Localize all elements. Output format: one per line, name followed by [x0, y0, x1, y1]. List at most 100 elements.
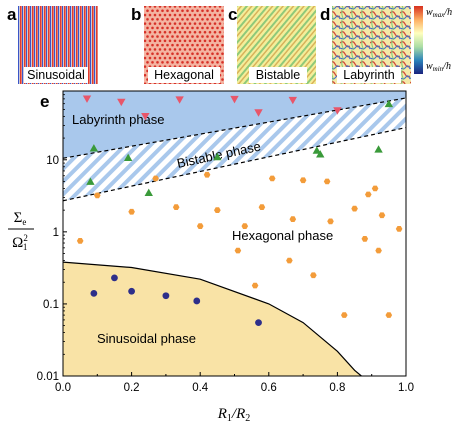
labyrinth-point [230, 95, 239, 104]
bistable-point [312, 146, 322, 154]
y-tick-label: 0.01 [37, 371, 59, 383]
sinusoidal-region [63, 262, 362, 376]
sinusoidal-point [162, 292, 170, 300]
colorbar-max-label: wmax/h [426, 7, 452, 19]
colorbar-min-label: wmin/h [426, 61, 451, 73]
panel-c: c Bistable [228, 5, 316, 84]
panel-d-label-box [337, 67, 401, 83]
sinusoidal-point [255, 319, 262, 327]
bistable-point [89, 144, 99, 152]
hexagonal-point [196, 223, 204, 229]
panel-a-label: Sinusoidal [27, 68, 85, 82]
sinusoidal-point [193, 297, 201, 305]
labyrinth-region [63, 91, 406, 159]
panel-d-letter: d [320, 5, 330, 24]
hexagonal-point [327, 218, 334, 225]
panel-b-label: Hexagonal [154, 68, 214, 82]
panel-c-label-box [249, 67, 307, 83]
y-axis-title: Σe Ω2 1 [8, 210, 34, 252]
hexagonal-point [365, 191, 372, 198]
labyrinth-point [141, 112, 150, 121]
hexagonal-point [299, 177, 307, 184]
panel-b-label-box [148, 67, 220, 83]
hexagonal-point [203, 171, 211, 178]
hexagonal-point [323, 178, 331, 185]
hexagonal-point [385, 312, 393, 318]
x-tick-label: 0.4 [192, 382, 209, 394]
bistable-point [144, 188, 153, 197]
hexagonal-point [351, 205, 358, 212]
hexagonal-point [289, 216, 297, 222]
colorbar: wmax/h wmin/h [414, 6, 452, 74]
bistable-point [213, 152, 222, 161]
panel-b-letter: b [131, 5, 141, 24]
axis-ticks: 0.0 0.2 0.4 0.6 0.8 1.0 0.01 0.1 1 10 [37, 90, 414, 394]
hexagonal-point [310, 272, 317, 279]
phase-regions [63, 91, 406, 376]
hexagonal-point [378, 212, 386, 219]
hexagonal-point [286, 257, 293, 264]
lower-dashed-boundary [63, 126, 406, 202]
bistable-point [123, 153, 133, 162]
hexagonal-point [375, 247, 382, 254]
sinusoidal-boundary-curve [63, 261, 362, 376]
hexagonal-point [234, 247, 242, 254]
hexagonal-point [94, 192, 101, 199]
hexagonal-point [76, 238, 84, 244]
hexagonal-point [214, 207, 221, 213]
panel-d: d Labyrinth [320, 5, 411, 84]
hexagonal-point [251, 282, 259, 289]
hexagonal-point [241, 223, 249, 229]
colorbar-gradient [414, 6, 423, 74]
x-axis-title: R1/R2 [217, 406, 251, 424]
panel-a-letter: a [7, 5, 17, 24]
labyrinth-point [117, 98, 126, 107]
phase-boundaries [63, 97, 406, 376]
panel-c-label: Bistable [256, 68, 301, 82]
x-tick-label: 0.6 [261, 382, 277, 394]
hexagonal-point [152, 175, 159, 182]
y-tick-label: 1 [53, 227, 59, 239]
hexagonal-phase-label: Hexagonal phase [232, 228, 333, 243]
hexagonal-point [172, 204, 180, 210]
labyrinth-phase-label: Labyrinth phase [72, 112, 165, 127]
panel-a-label-box [24, 67, 88, 83]
sinusoidal-point [128, 287, 136, 295]
bistable-point [384, 99, 394, 108]
bistable-region [63, 97, 406, 201]
panel-d-label: Labyrinth [343, 68, 394, 82]
bistable-point [316, 150, 325, 158]
sinusoidal-point [111, 274, 118, 282]
x-tick-label: 0.0 [55, 382, 71, 394]
panel-a: a Sinusoidal [7, 5, 98, 84]
hexagonal-point [341, 312, 348, 318]
hexagonal-point [268, 175, 276, 182]
bistable-point [86, 177, 95, 185]
labyrinth-point [254, 109, 263, 117]
panel-e-letter: e [40, 92, 49, 111]
hexagonal-point [395, 226, 403, 232]
upper-dashed-boundary [63, 97, 406, 159]
x-tick-label: 0.2 [124, 382, 140, 394]
bistable-point [374, 145, 383, 153]
svg-text:Ω21: Ω2 1 [12, 233, 28, 252]
hexagonal-point [371, 185, 379, 192]
labyrinth-point [333, 107, 342, 115]
svg-text:Σe: Σe [14, 210, 27, 227]
labyrinth-point [82, 95, 92, 103]
x-tick-label: 0.8 [329, 382, 345, 394]
x-tick-label: 1.0 [398, 382, 414, 394]
sinusoidal-point [90, 289, 98, 297]
y-tick-label: 10 [46, 155, 59, 167]
sinusoidal-phase-label: Sinusoidal phase [97, 331, 196, 346]
panel-b: b Hexagonal [131, 5, 224, 84]
hexagonal-point [128, 208, 135, 215]
data-points [76, 95, 403, 327]
panel-c-letter: c [228, 5, 237, 24]
hexagonal-point [361, 236, 369, 242]
hexagonal-point [258, 204, 266, 210]
labyrinth-point [175, 96, 184, 104]
labyrinth-point [288, 96, 298, 105]
y-tick-label: 0.1 [43, 299, 59, 311]
